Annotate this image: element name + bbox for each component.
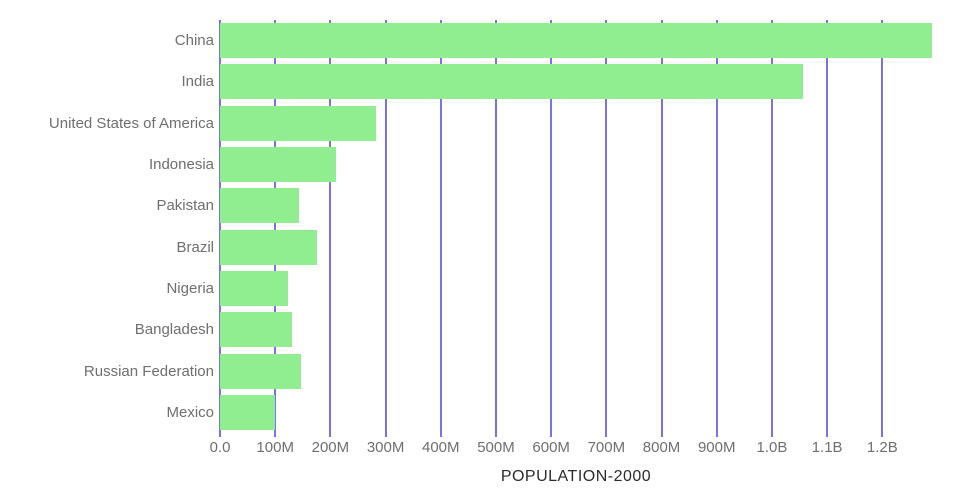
bar-indonesia — [220, 147, 337, 183]
bar-china — [220, 23, 932, 59]
y-label-brazil: Brazil — [176, 238, 214, 256]
bar-india — [220, 64, 803, 100]
gridline-1000m — [770, 20, 773, 437]
gridline-1200m — [881, 20, 884, 437]
bar-nigeria — [220, 270, 288, 306]
gridline-1100m — [826, 20, 829, 437]
bar-brazil — [220, 229, 317, 265]
x-axis-title: POPULATION-2000 — [500, 468, 652, 485]
y-axis-labels: China India United States of America Indone… — [0, 20, 214, 433]
x-tick-0-0: 0.0 — [209, 439, 231, 456]
x-tick-600m: 600M — [532, 439, 570, 456]
x-tick-800m: 800M — [642, 439, 681, 456]
x-tick-400m: 400M — [422, 439, 460, 456]
gridline-800m — [660, 20, 663, 437]
gridline-300m — [384, 20, 387, 437]
gridline-0m — [219, 20, 221, 437]
bar-russian-federation — [220, 353, 302, 389]
bar-bangladesh — [220, 312, 292, 348]
gridline-600m — [550, 20, 553, 437]
gridline-200m — [329, 20, 332, 437]
y-label-bangladesh: Bangladesh — [134, 321, 214, 339]
x-tick-700m: 700M — [587, 439, 626, 456]
y-label-china: China — [174, 32, 214, 50]
gridline-400m — [439, 20, 442, 437]
bar-mexico — [220, 394, 276, 430]
bar-pakistan — [220, 188, 299, 224]
y-label-india: India — [181, 73, 214, 91]
gridline-100m — [274, 20, 277, 437]
x-tick-1-2b: 1.2B — [866, 439, 898, 456]
gridline-500m — [494, 20, 497, 437]
gridline-900m — [715, 20, 718, 437]
x-tick-200m: 200M — [311, 439, 350, 456]
y-label-indonesia: Indonesia — [148, 156, 214, 174]
bar-united-states-of-america — [220, 105, 376, 141]
x-axis-tick-labels: 0.0 100M 200M 300M 400M 500M 600M 700M 800M 900M 1… — [210, 439, 932, 457]
y-label-united-states-of-america: United States of America — [48, 114, 214, 132]
x-tick-100m: 100M — [256, 439, 294, 456]
x-tick-900m: 900M — [697, 439, 736, 456]
y-label-mexico: Mexico — [166, 403, 214, 421]
x-tick-500m: 500M — [477, 439, 515, 456]
y-label-pakistan: Pakistan — [156, 197, 214, 215]
plot-area — [219, 20, 932, 437]
x-tick-1-0b: 1.0B — [756, 439, 788, 456]
y-label-nigeria: Nigeria — [166, 279, 214, 297]
x-tick-1-1b: 1.1B — [811, 439, 843, 456]
x-tick-300m: 300M — [366, 439, 405, 456]
gridline-700m — [605, 20, 608, 437]
y-label-russian-federation: Russian Federation — [83, 362, 214, 380]
